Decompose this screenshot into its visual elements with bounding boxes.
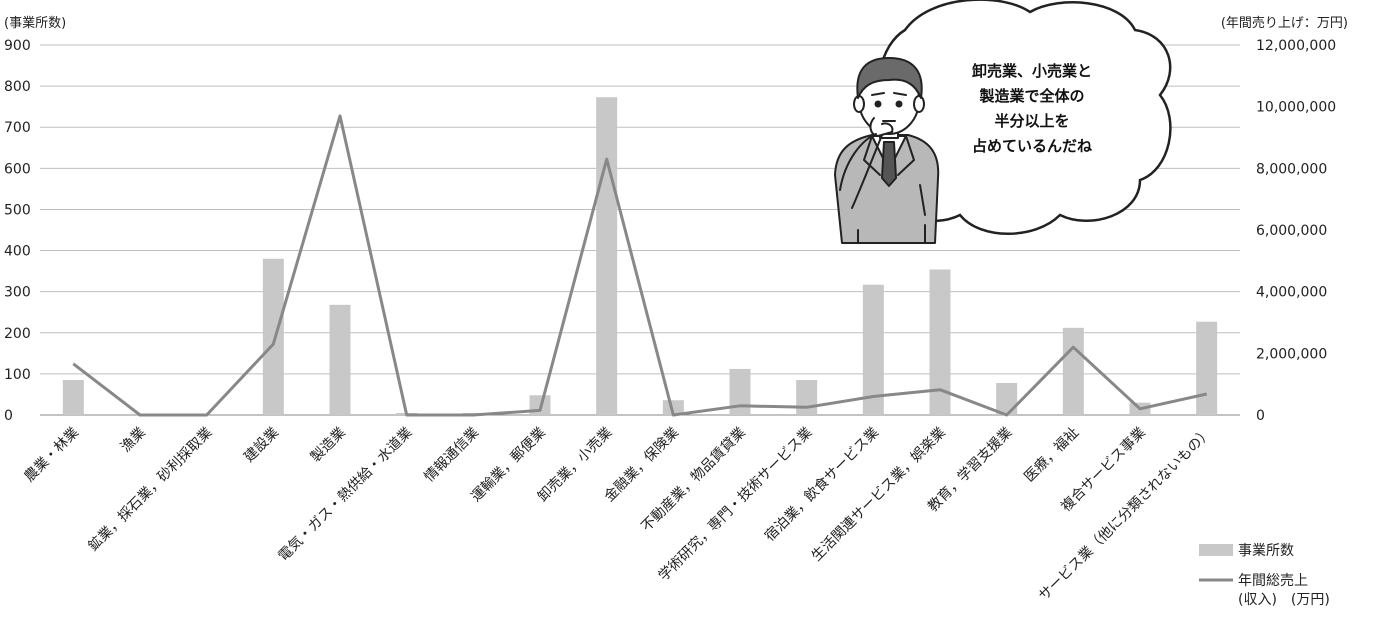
- category-label: 宿泊業，飲食サービス業: [761, 424, 882, 545]
- category-label: 農業・林業: [21, 425, 82, 486]
- legend-label-bar: 事業所数: [1238, 543, 1294, 559]
- left-tick-label: 400: [4, 244, 31, 260]
- left-tick-label: 0: [4, 408, 13, 424]
- bar: [662, 400, 684, 415]
- left-tick-label: 100: [4, 367, 31, 383]
- bar: [862, 284, 884, 415]
- right-axis-ticks: 0 2,000,000 4,000,000 6,000,000 8,000,000 10,…: [1256, 38, 1336, 424]
- legend-label-line-2: (収入) (万円): [1238, 592, 1330, 608]
- callout-line-2: 製造業で全体の: [978, 87, 1084, 105]
- category-label: 医療，福祉: [1021, 424, 1083, 486]
- bar: [329, 304, 351, 415]
- callout-line-3: 半分以上を: [994, 112, 1069, 130]
- category-label: 情報通信業: [421, 425, 482, 486]
- left-tick-label: 300: [4, 285, 31, 301]
- bar: [729, 368, 751, 415]
- category-label: 建設業: [241, 425, 282, 466]
- category-label: 製造業: [308, 425, 349, 466]
- callout-line-1: 卸売業、小売業と: [972, 62, 1092, 80]
- left-axis-unit: (事業所数): [4, 15, 66, 31]
- bar: [796, 380, 818, 415]
- left-tick-label: 500: [4, 202, 31, 218]
- right-axis-unit: (年間売り上げ：万円): [1221, 15, 1348, 31]
- legend-swatch-bar: [1199, 544, 1233, 556]
- thinking-man-icon: [834, 57, 940, 244]
- right-tick-label: 2,000,000: [1256, 346, 1327, 362]
- bar: [996, 382, 1018, 415]
- left-tick-label: 800: [4, 79, 31, 95]
- left-tick-label: 600: [4, 161, 31, 177]
- category-label: 漁業: [118, 425, 149, 456]
- bar: [1196, 321, 1218, 415]
- left-axis-ticks: 0 100 200 300 400 500 600 700 800 900: [4, 38, 31, 424]
- callout-line-4: 占めているんだね: [972, 137, 1092, 155]
- right-tick-label: 4,000,000: [1256, 285, 1327, 301]
- bar: [596, 97, 618, 415]
- bar: [262, 258, 284, 415]
- bar: [1062, 327, 1084, 415]
- right-tick-label: 10,000,000: [1256, 100, 1336, 116]
- right-tick-label: 6,000,000: [1256, 223, 1327, 239]
- legend: 事業所数 年間総売上 (収入) (万円): [1199, 543, 1330, 608]
- bar: [62, 380, 84, 415]
- category-label: 鉱業，採石業，砂利採取業: [85, 424, 216, 555]
- right-tick-label: 8,000,000: [1256, 161, 1327, 177]
- left-tick-label: 900: [4, 38, 31, 54]
- bar: [929, 269, 951, 415]
- category-label: 生活関連サービス業，娯楽業: [809, 425, 949, 565]
- line-series: [72, 114, 1208, 417]
- right-tick-label: 0: [1256, 408, 1265, 424]
- left-tick-label: 200: [4, 326, 31, 342]
- legend-label-line: 年間総売上: [1238, 573, 1308, 589]
- right-tick-label: 12,000,000: [1256, 38, 1336, 54]
- left-tick-label: 700: [4, 120, 31, 136]
- line-path: [72, 114, 1208, 417]
- category-label: 電気・ガス・熱供給・水道業: [275, 425, 415, 565]
